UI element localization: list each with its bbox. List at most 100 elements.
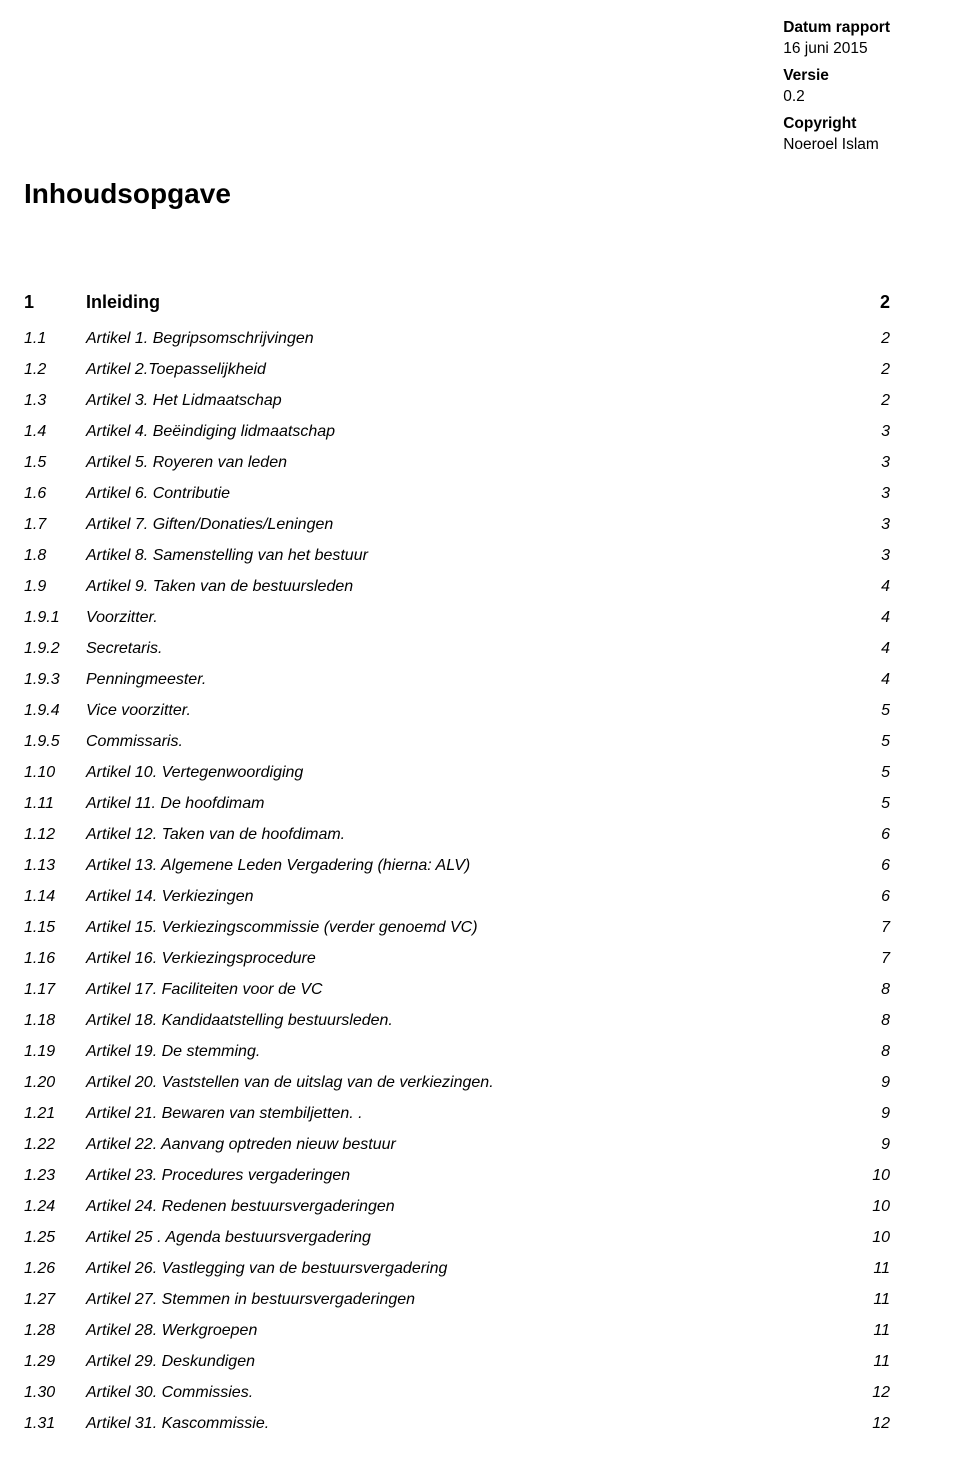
toc-row: 1.11Artikel 11. De hoofdimam5 bbox=[56, 788, 890, 819]
toc-row: 1.4Artikel 4. Beëindiging lidmaatschap3 bbox=[56, 416, 890, 447]
toc-section: 1 Inleiding 2 bbox=[56, 292, 890, 313]
toc-section-title: Inleiding bbox=[86, 292, 840, 313]
toc-row-page: 11 bbox=[840, 1323, 890, 1339]
toc-row-number: 1.11 bbox=[24, 796, 86, 812]
toc-row-number: 1.26 bbox=[24, 1261, 86, 1277]
toc-row: 1.9.4Vice voorzitter.5 bbox=[56, 695, 890, 726]
toc-row-text: Artikel 9. Taken van de bestuursleden bbox=[86, 579, 840, 595]
toc-row-number: 1.9.5 bbox=[24, 734, 86, 750]
toc-row-text: Artikel 7. Giften/Donaties/Leningen bbox=[86, 517, 840, 533]
toc-row: 1.8Artikel 8. Samenstelling van het best… bbox=[56, 540, 890, 571]
toc-row-text: Artikel 12. Taken van de hoofdimam. bbox=[86, 827, 840, 843]
toc-row-page: 4 bbox=[840, 610, 890, 626]
toc-row-text: Artikel 4. Beëindiging lidmaatschap bbox=[86, 424, 840, 440]
toc-row-text: Artikel 6. Contributie bbox=[86, 486, 840, 502]
toc-row-text: Artikel 16. Verkiezingsprocedure bbox=[86, 951, 840, 967]
toc-row-page: 4 bbox=[840, 641, 890, 657]
toc-row-number: 1.23 bbox=[24, 1168, 86, 1184]
toc-row-page: 4 bbox=[840, 672, 890, 688]
toc-row: 1.16Artikel 16. Verkiezingsprocedure7 bbox=[56, 943, 890, 974]
toc-row-page: 8 bbox=[840, 1013, 890, 1029]
toc-body: 1.1Artikel 1. Begripsomschrijvingen21.2A… bbox=[56, 323, 890, 1439]
toc-row-text: Artikel 10. Vertegenwoordiging bbox=[86, 765, 840, 781]
toc-row-text: Artikel 3. Het Lidmaatschap bbox=[86, 393, 840, 409]
toc-row-number: 1.9.4 bbox=[24, 703, 86, 719]
toc-row: 1.1Artikel 1. Begripsomschrijvingen2 bbox=[56, 323, 890, 354]
toc-row-text: Artikel 23. Procedures vergaderingen bbox=[86, 1168, 840, 1184]
toc-row-text: Voorzitter. bbox=[86, 610, 840, 626]
toc-row-page: 12 bbox=[840, 1385, 890, 1401]
toc-row-text: Artikel 15. Verkiezingscommissie (verder… bbox=[86, 920, 840, 936]
toc-row-number: 1.25 bbox=[24, 1230, 86, 1246]
toc-row-number: 1.30 bbox=[24, 1385, 86, 1401]
meta-date-value: 16 juni 2015 bbox=[783, 39, 890, 60]
toc-row-text: Artikel 22. Aanvang optreden nieuw bestu… bbox=[86, 1137, 840, 1153]
toc-row: 1.14Artikel 14. Verkiezingen6 bbox=[56, 881, 890, 912]
toc-row: 1.29Artikel 29. Deskundigen11 bbox=[56, 1346, 890, 1377]
toc-row: 1.19Artikel 19. De stemming.8 bbox=[56, 1036, 890, 1067]
toc-row-page: 5 bbox=[840, 765, 890, 781]
toc-row-number: 1.17 bbox=[24, 982, 86, 998]
toc-row-number: 1.19 bbox=[24, 1044, 86, 1060]
toc-row-text: Artikel 5. Royeren van leden bbox=[86, 455, 840, 471]
toc-row-number: 1.14 bbox=[24, 889, 86, 905]
toc-row-page: 5 bbox=[840, 734, 890, 750]
toc-row: 1.10Artikel 10. Vertegenwoordiging5 bbox=[56, 757, 890, 788]
toc-row: 1.7Artikel 7. Giften/Donaties/Leningen3 bbox=[56, 509, 890, 540]
toc-row-page: 2 bbox=[840, 393, 890, 409]
toc-row-text: Artikel 18. Kandidaatstelling bestuursle… bbox=[86, 1013, 840, 1029]
toc-row-text: Artikel 11. De hoofdimam bbox=[86, 796, 840, 812]
toc-row-text: Artikel 24. Redenen bestuursvergaderinge… bbox=[86, 1199, 840, 1215]
toc-row: 1.12Artikel 12. Taken van de hoofdimam.6 bbox=[56, 819, 890, 850]
toc-row-page: 12 bbox=[840, 1416, 890, 1432]
toc-row-number: 1.15 bbox=[24, 920, 86, 936]
meta-copyright-value: Noeroel Islam bbox=[783, 135, 890, 156]
toc-row-text: Artikel 2.Toepasselijkheid bbox=[86, 362, 840, 378]
toc-row: 1.9.1Voorzitter.4 bbox=[56, 602, 890, 633]
toc-row-page: 2 bbox=[840, 331, 890, 347]
toc-row-page: 9 bbox=[840, 1137, 890, 1153]
toc-row-page: 6 bbox=[840, 827, 890, 843]
toc-row: 1.26Artikel 26. Vastlegging van de bestu… bbox=[56, 1253, 890, 1284]
toc-row-page: 5 bbox=[840, 796, 890, 812]
toc-row-number: 1.18 bbox=[24, 1013, 86, 1029]
toc-row: 1.27Artikel 27. Stemmen in bestuursverga… bbox=[56, 1284, 890, 1315]
toc-row: 1.20Artikel 20. Vaststellen van de uitsl… bbox=[56, 1067, 890, 1098]
toc-row: 1.13Artikel 13. Algemene Leden Vergaderi… bbox=[56, 850, 890, 881]
toc-row: 1.25Artikel 25 . Agenda bestuursvergader… bbox=[56, 1222, 890, 1253]
toc-row-page: 10 bbox=[840, 1230, 890, 1246]
toc-row-page: 5 bbox=[840, 703, 890, 719]
meta-date-label: Datum rapport bbox=[783, 18, 890, 39]
toc-row: 1.6Artikel 6. Contributie3 bbox=[56, 478, 890, 509]
toc-row-text: Commissaris. bbox=[86, 734, 840, 750]
toc-row-number: 1.7 bbox=[24, 517, 86, 533]
toc-row-text: Artikel 28. Werkgroepen bbox=[86, 1323, 840, 1339]
toc-row: 1.28Artikel 28. Werkgroepen11 bbox=[56, 1315, 890, 1346]
toc-row-page: 11 bbox=[840, 1261, 890, 1277]
toc-row-number: 1.31 bbox=[24, 1416, 86, 1432]
toc-row-number: 1.20 bbox=[24, 1075, 86, 1091]
toc-row-page: 8 bbox=[840, 982, 890, 998]
toc-row-number: 1.22 bbox=[24, 1137, 86, 1153]
toc-row-page: 10 bbox=[840, 1168, 890, 1184]
toc-row-text: Vice voorzitter. bbox=[86, 703, 840, 719]
toc-row: 1.22Artikel 22. Aanvang optreden nieuw b… bbox=[56, 1129, 890, 1160]
toc-row-number: 1.3 bbox=[24, 393, 86, 409]
toc-row: 1.18Artikel 18. Kandidaatstelling bestuu… bbox=[56, 1005, 890, 1036]
toc-row-number: 1.24 bbox=[24, 1199, 86, 1215]
toc-row-page: 11 bbox=[840, 1354, 890, 1370]
report-meta: Datum rapport 16 juni 2015 Versie 0.2 Co… bbox=[783, 18, 890, 162]
meta-version-label: Versie bbox=[783, 66, 890, 87]
toc-row-page: 3 bbox=[840, 486, 890, 502]
toc-row-page: 2 bbox=[840, 362, 890, 378]
toc-row-number: 1.9.1 bbox=[24, 610, 86, 626]
meta-copyright-label: Copyright bbox=[783, 114, 890, 135]
toc-row-text: Artikel 30. Commissies. bbox=[86, 1385, 840, 1401]
toc-row-page: 9 bbox=[840, 1075, 890, 1091]
toc-row-number: 1.9.3 bbox=[24, 672, 86, 688]
toc-row-number: 1.13 bbox=[24, 858, 86, 874]
toc-row-text: Artikel 19. De stemming. bbox=[86, 1044, 840, 1060]
toc-row-text: Artikel 13. Algemene Leden Vergadering (… bbox=[86, 858, 840, 874]
toc-row-number: 1.2 bbox=[24, 362, 86, 378]
toc-row-page: 6 bbox=[840, 889, 890, 905]
